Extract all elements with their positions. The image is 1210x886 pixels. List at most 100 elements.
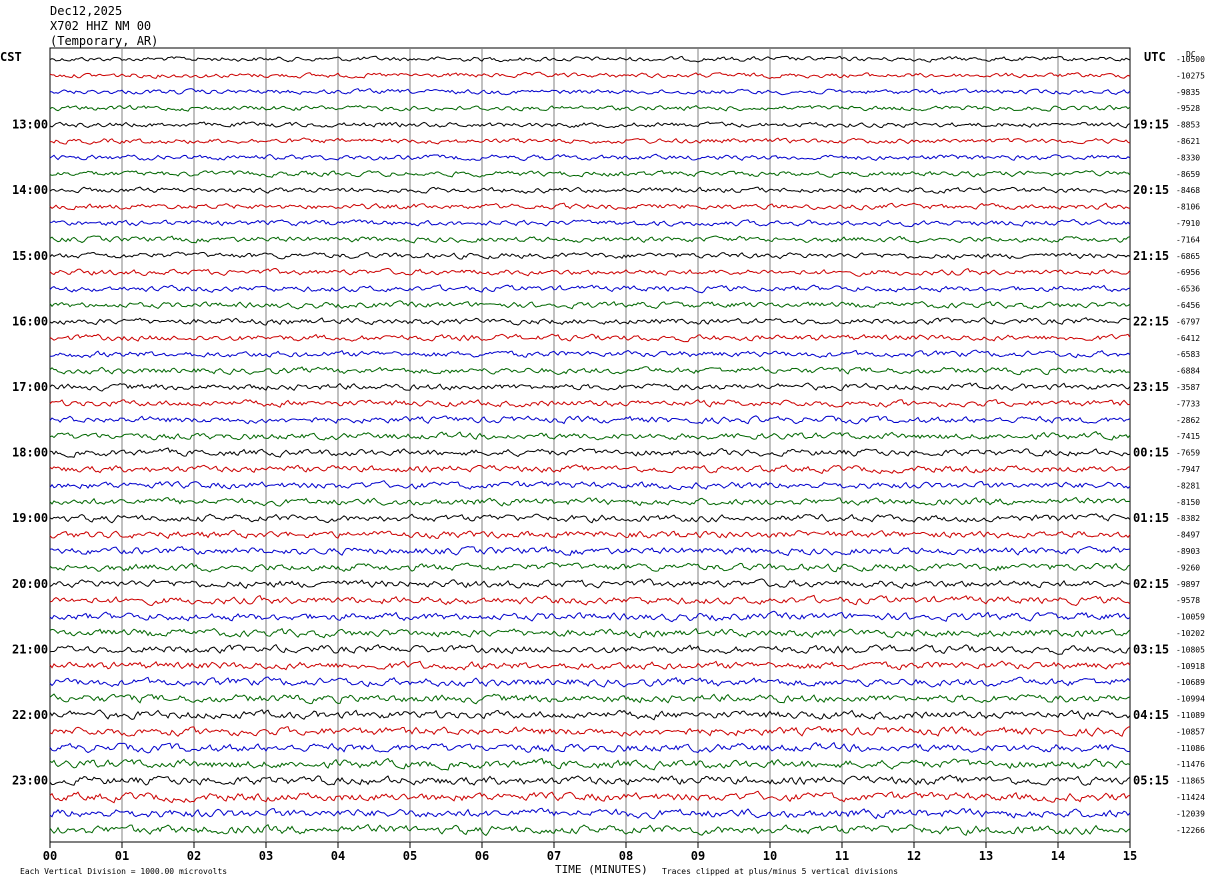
seismic-trace	[49, 529, 1131, 540]
trace-offset-label: -8497	[1176, 531, 1200, 540]
left-hour-label: 13:00	[12, 118, 48, 132]
trace-offset-label: -8468	[1176, 186, 1200, 195]
right-hour-label: 04:15	[1133, 708, 1169, 722]
seismic-trace	[49, 807, 1131, 820]
seismic-trace	[49, 170, 1131, 178]
header-location: (Temporary, AR)	[50, 34, 159, 48]
left-hour-label: 17:00	[12, 380, 48, 394]
trace-offset-label: -6456	[1176, 301, 1200, 310]
seismic-trace	[49, 137, 1131, 145]
seismic-trace	[49, 382, 1131, 392]
seismic-trace	[49, 480, 1131, 491]
seismic-trace	[49, 790, 1131, 804]
seismic-trace	[49, 709, 1131, 721]
trace-offset-label: -10500	[1176, 55, 1205, 64]
trace-offset-label: -6797	[1176, 317, 1200, 326]
trace-offset-label: -10994	[1176, 695, 1205, 704]
trace-offset-label: -11089	[1176, 711, 1205, 720]
plot-frame	[49, 47, 1131, 843]
right-hour-label: 19:15	[1133, 118, 1169, 132]
trace-offset-label: -8150	[1176, 498, 1200, 507]
seismic-trace	[49, 774, 1131, 786]
header-station: X702 HHZ NM 00	[50, 19, 152, 33]
x-tick-label: 07	[547, 849, 561, 863]
trace-offset-label: -7659	[1176, 449, 1200, 458]
seismic-trace	[49, 447, 1131, 458]
right-hour-label: 20:15	[1133, 183, 1169, 197]
seismic-trace	[49, 300, 1131, 310]
trace-offset-label: -9835	[1176, 88, 1200, 97]
left-hour-label: 23:00	[12, 774, 48, 788]
right-hour-label: 01:15	[1133, 511, 1169, 525]
right-hour-label: 21:15	[1133, 249, 1169, 263]
trace-offset-label: -10202	[1176, 629, 1205, 638]
seismic-trace	[49, 55, 1131, 63]
x-tick-label: 05	[403, 849, 417, 863]
trace-offset-label: -8621	[1176, 137, 1200, 146]
right-hour-label: 02:15	[1133, 577, 1169, 591]
x-tick-label: 13	[979, 849, 993, 863]
trace-offset-label: -11424	[1176, 793, 1205, 802]
trace-offset-label: -9528	[1176, 104, 1200, 113]
trace-offset-label: -6865	[1176, 252, 1200, 261]
trace-offset-label: -8382	[1176, 514, 1200, 523]
seismic-trace	[49, 349, 1131, 359]
seismic-trace	[49, 153, 1131, 162]
seismic-trace	[49, 676, 1131, 688]
seismic-trace	[49, 594, 1131, 607]
trace-offset-label: -10805	[1176, 645, 1205, 654]
seismic-trace	[49, 726, 1131, 737]
trace-offset-label: -12266	[1176, 826, 1205, 835]
seismic-trace	[49, 562, 1131, 573]
trace-offset-label: -10275	[1176, 71, 1205, 80]
trace-offset-label: -9260	[1176, 563, 1200, 572]
seismic-trace	[49, 741, 1131, 754]
left-hour-label: 19:00	[12, 511, 48, 525]
trace-offset-label: -7415	[1176, 432, 1200, 441]
trace-offset-label: -8330	[1176, 153, 1200, 162]
right-timezone-label: UTC	[1144, 50, 1166, 64]
trace-offset-label: -6956	[1176, 268, 1200, 277]
x-tick-label: 06	[475, 849, 489, 863]
right-hour-label: 00:15	[1133, 446, 1169, 460]
left-hour-label: 15:00	[12, 249, 48, 263]
left-hour-label: 16:00	[12, 314, 48, 328]
seismic-trace	[49, 823, 1131, 837]
x-tick-label: 11	[835, 849, 849, 863]
left-hour-label: 21:00	[12, 642, 48, 656]
trace-offset-label: -11476	[1176, 760, 1205, 769]
seismic-trace	[49, 399, 1131, 408]
clip-note: Traces clipped at plus/minus 5 vertical …	[662, 867, 899, 876]
seismic-trace	[49, 267, 1131, 277]
left-hour-label: 20:00	[12, 577, 48, 591]
trace-offset-label: -9578	[1176, 596, 1200, 605]
trace-offset-label: -10689	[1176, 678, 1205, 687]
trace-offset-label: -3587	[1176, 383, 1200, 392]
x-tick-label: 02	[187, 849, 201, 863]
trace-offset-label: -7164	[1176, 235, 1200, 244]
trace-offset-label: -6583	[1176, 350, 1200, 359]
left-hour-label: 22:00	[12, 708, 48, 722]
trace-offset-label: -7910	[1176, 219, 1200, 228]
seismic-trace	[49, 627, 1131, 639]
seismic-trace	[49, 317, 1131, 326]
right-hour-label: 05:15	[1133, 774, 1169, 788]
trace-offset-label: -2862	[1176, 416, 1200, 425]
seismic-trace	[49, 88, 1131, 96]
seismic-trace	[49, 218, 1131, 228]
seismic-trace	[49, 186, 1131, 194]
seismic-trace	[49, 757, 1131, 771]
trace-offset-label: -12039	[1176, 809, 1205, 818]
trace-offset-label: -7733	[1176, 399, 1200, 408]
seismic-trace	[49, 496, 1131, 507]
seismic-trace	[49, 71, 1131, 80]
trace-offset-label: -11865	[1176, 777, 1205, 786]
seismic-trace	[49, 610, 1131, 623]
seismic-trace	[49, 693, 1131, 705]
seismic-trace	[49, 121, 1131, 129]
trace-offset-label: -6884	[1176, 367, 1200, 376]
x-tick-label: 09	[691, 849, 705, 863]
trace-offset-label: -8106	[1176, 203, 1200, 212]
right-hour-label: 03:15	[1133, 642, 1169, 656]
